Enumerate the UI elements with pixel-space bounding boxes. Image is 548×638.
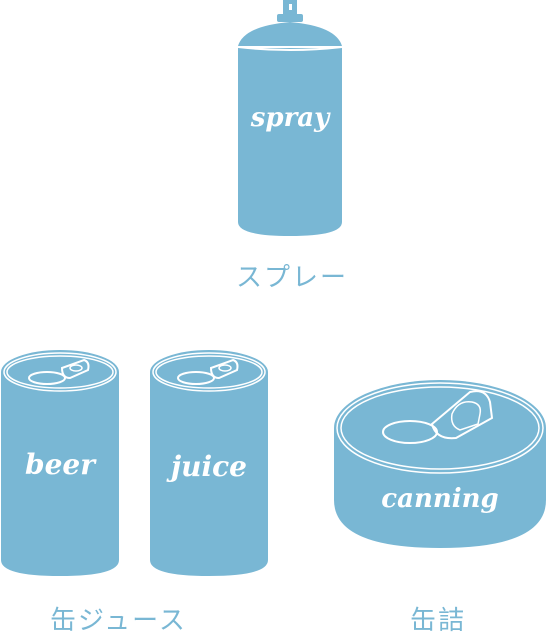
canned-food-icon: canning bbox=[334, 380, 546, 548]
drink-can-caption: 缶ジュース bbox=[50, 606, 187, 636]
beer-label: beer bbox=[25, 448, 97, 481]
canning-label: canning bbox=[381, 484, 498, 514]
juice-can-icon: juice bbox=[150, 350, 268, 576]
juice-label: juice bbox=[166, 450, 247, 483]
canning-caption: 缶詰 bbox=[410, 606, 467, 636]
spray-caption: スプレー bbox=[236, 263, 349, 293]
spray-label: spray bbox=[250, 103, 331, 133]
spray-can-icon: spray bbox=[237, 0, 343, 236]
beer-can-icon: beer bbox=[1, 350, 119, 576]
